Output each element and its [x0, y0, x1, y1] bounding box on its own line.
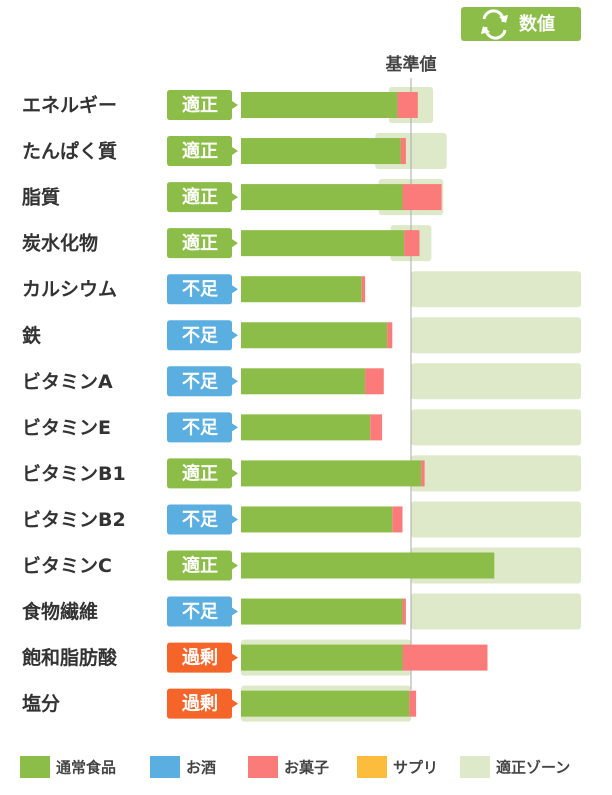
status-badge — [167, 182, 238, 213]
nutrient-label: ビタミンB1 — [22, 463, 126, 485]
status-text: 不足 — [182, 602, 218, 623]
bar-segment — [241, 138, 401, 165]
bar-segment — [402, 184, 442, 211]
toggle-button[interactable] — [461, 7, 581, 41]
status-badge — [167, 228, 238, 259]
bar-segment — [241, 598, 403, 625]
status-badge — [167, 320, 238, 351]
ok-zone — [411, 317, 581, 354]
nutrient-label: 炭水化物 — [22, 232, 98, 255]
status-badge — [167, 412, 238, 443]
legend-swatch — [357, 756, 387, 778]
nutrient-label: エネルギー — [22, 95, 117, 117]
bar-segment — [361, 276, 366, 303]
legend-swatch — [248, 756, 278, 778]
bar-segment — [392, 506, 403, 533]
bar-segment — [421, 460, 425, 487]
status-badge — [167, 90, 238, 120]
legend-swatch — [460, 756, 490, 778]
bar-segment — [397, 92, 418, 118]
legend-label: お菓子 — [284, 759, 329, 777]
status-text: 過剰 — [182, 647, 218, 669]
bar-segment — [241, 644, 403, 671]
nutrient-label: 塩分 — [22, 692, 60, 715]
status-text: 適正 — [182, 555, 218, 577]
bar-segment — [241, 552, 495, 579]
status-badge — [167, 274, 238, 305]
status-text: 適正 — [182, 462, 218, 484]
bar-segment — [241, 230, 405, 257]
bar-segment — [400, 138, 406, 165]
ok-zone — [411, 271, 581, 308]
status-badge — [167, 366, 238, 397]
status-text: 適正 — [182, 140, 218, 162]
ok-zone — [411, 455, 581, 492]
bar-segment — [241, 368, 366, 395]
nutrient-label: 食物繊維 — [22, 600, 98, 623]
status-badge — [167, 642, 238, 673]
nutrient-label: カルシウム — [22, 279, 117, 301]
bar-segment — [241, 460, 422, 487]
reference-label: 基準値 — [385, 54, 437, 75]
bar-segment — [365, 368, 384, 395]
ok-zone — [411, 593, 581, 630]
status-text: 不足 — [182, 509, 218, 530]
bar-segment — [241, 276, 362, 303]
nutrient-label: 飽和脂肪酸 — [21, 646, 118, 669]
nutrient-label: たんぱく質 — [22, 140, 117, 163]
ok-zone — [411, 409, 581, 446]
bar-segment — [241, 414, 371, 441]
bar-segment — [404, 230, 420, 257]
nutrient-label: ビタミンE — [22, 417, 111, 439]
status-text: 不足 — [182, 279, 218, 300]
nutrient-label: ビタミンB2 — [22, 509, 126, 531]
status-text: 不足 — [182, 371, 218, 392]
status-text: 適正 — [182, 232, 218, 254]
bar-segment — [241, 506, 393, 533]
icon-arrow — [499, 15, 508, 23]
ok-zone — [411, 363, 581, 400]
bar-segment — [241, 322, 388, 349]
status-badge — [167, 688, 238, 719]
legend-label: サプリ — [393, 759, 438, 777]
status-text: 不足 — [182, 417, 218, 438]
bar-segment — [370, 414, 383, 441]
legend-swatch — [150, 756, 180, 778]
ok-zone — [411, 501, 581, 538]
bar-segment — [402, 598, 406, 625]
legend-label: 適正ゾーン — [496, 759, 570, 777]
bar-segment — [402, 644, 488, 671]
status-text: 適正 — [182, 186, 218, 208]
nutrient-label: ビタミンC — [22, 555, 112, 577]
nutrient-label: 鉄 — [22, 324, 41, 347]
bar-segment — [241, 92, 398, 118]
legend-label: お酒 — [186, 759, 216, 777]
status-badge — [167, 458, 238, 489]
status-badge — [167, 504, 238, 535]
legend-swatch — [20, 756, 50, 778]
bar-segment — [409, 690, 417, 717]
status-text: 過剰 — [182, 693, 218, 715]
status-badge — [167, 596, 238, 627]
bar-segment — [387, 322, 393, 349]
status-badge — [167, 550, 238, 581]
legend-label: 通常食品 — [56, 759, 116, 777]
status-text: 適正 — [182, 94, 218, 116]
toggle-label[interactable]: 数値 — [519, 13, 555, 35]
bar-segment — [241, 690, 410, 717]
status-badge — [167, 136, 238, 167]
nutrient-label: 脂質 — [22, 186, 60, 209]
status-text: 不足 — [182, 325, 218, 346]
icon-arrow — [481, 26, 490, 34]
bar-segment — [241, 184, 403, 211]
nutrient-label: ビタミンA — [22, 371, 113, 393]
